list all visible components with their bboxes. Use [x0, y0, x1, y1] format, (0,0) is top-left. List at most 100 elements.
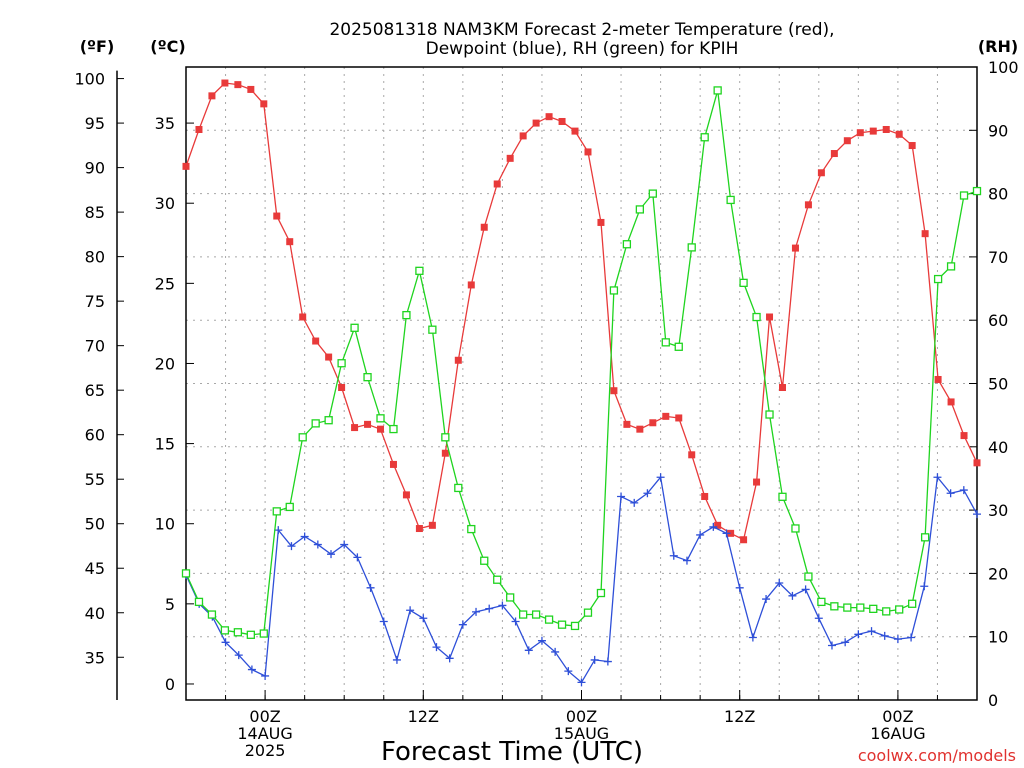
data-point-rh [376, 414, 385, 423]
data-point-dewpoint [551, 647, 560, 656]
data-point-2-meter-temperature [714, 521, 722, 529]
data-point-dewpoint [590, 655, 599, 664]
x-tick-label: 15AUG [554, 724, 609, 743]
data-point-dewpoint [854, 630, 863, 639]
data-point-rh [622, 240, 632, 249]
data-point-dewpoint [946, 489, 955, 498]
data-point-2-meter-temperature [804, 201, 812, 209]
data-point-dewpoint [841, 638, 850, 647]
data-point-dewpoint [959, 486, 968, 495]
data-point-dewpoint [643, 489, 652, 498]
data-point-rh [480, 556, 489, 565]
fahrenheit-tick-label: 35 [85, 648, 105, 667]
data-point-2-meter-temperature [766, 313, 774, 321]
data-point-dewpoint [709, 522, 718, 531]
fahrenheit-tick-label: 100 [74, 70, 105, 89]
data-point-dewpoint [366, 583, 375, 592]
data-point-2-meter-temperature [338, 384, 346, 392]
rh-tick-label: 60 [988, 311, 1008, 330]
data-point-2-meter-temperature [519, 132, 527, 140]
data-point-2-meter-temperature [830, 150, 838, 158]
data-point-2-meter-temperature [753, 478, 761, 486]
data-point-2-meter-temperature [675, 414, 683, 422]
data-point-2-meter-temperature [195, 125, 203, 133]
data-point-2-meter-temperature [377, 425, 385, 433]
data-point-dewpoint [300, 532, 309, 541]
data-point-2-meter-temperature [480, 223, 488, 231]
data-point-rh [506, 593, 515, 602]
fahrenheit-tick-label: 80 [85, 248, 105, 267]
data-point-2-meter-temperature [843, 137, 851, 145]
data-point-2-meter-temperature [856, 129, 864, 137]
data-point-rh [544, 615, 554, 624]
data-point-dewpoint [340, 540, 349, 549]
data-point-2-meter-temperature [960, 432, 968, 440]
data-point-2-meter-temperature [247, 85, 255, 93]
data-point-2-meter-temperature [532, 119, 540, 127]
data-point-2-meter-temperature [791, 244, 799, 252]
data-point-rh [946, 262, 956, 271]
y-axis-rh: 0 10 20 30 40 50 60 70 80 90 100 [969, 58, 1019, 710]
data-point-dewpoint [617, 492, 626, 501]
data-point-rh [674, 342, 683, 351]
data-point-dewpoint [353, 553, 362, 562]
data-point-rh [337, 359, 346, 368]
data-point-rh [272, 507, 281, 516]
data-point-rh [882, 607, 891, 616]
data-point-dewpoint [669, 551, 678, 560]
data-point-rh [583, 608, 593, 617]
data-point-rh [933, 274, 943, 284]
data-point-rh [557, 620, 567, 629]
data-point-rh [972, 186, 982, 196]
data-point-2-meter-temperature [454, 356, 462, 364]
data-point-2-meter-temperature [364, 420, 372, 428]
x-tick-label: 12Z [724, 707, 755, 726]
data-point-2-meter-temperature [415, 525, 423, 533]
data-point-2-meter-temperature [610, 387, 618, 395]
data-point-dewpoint [933, 473, 942, 482]
data-point-rh [493, 575, 502, 584]
data-point-2-meter-temperature [623, 420, 631, 428]
celsius-tick-label: 15 [155, 435, 175, 454]
data-point-2-meter-temperature [428, 521, 436, 529]
data-point-dewpoint [472, 607, 481, 616]
data-point-dewpoint [762, 595, 771, 604]
series-layer [181, 79, 982, 687]
data-point-2-meter-temperature [286, 238, 294, 246]
data-point-rh [635, 205, 645, 214]
data-point-rh [298, 433, 307, 442]
data-point-rh [531, 610, 541, 619]
data-point-2-meter-temperature [325, 353, 333, 361]
data-point-dewpoint [327, 550, 336, 559]
data-point-rh [467, 524, 476, 534]
data-point-dewpoint [775, 579, 784, 588]
data-point-rh [609, 286, 619, 295]
data-point-rh [233, 628, 243, 637]
rh-tick-label: 40 [988, 438, 1008, 457]
chart-title-line-1: 2025081318 NAM3KM Forecast 2-meter Tempe… [329, 20, 834, 40]
data-point-dewpoint [458, 620, 467, 629]
data-point-dewpoint [814, 614, 823, 623]
fahrenheit-tick-label: 50 [85, 515, 105, 534]
rh-tick-label: 50 [988, 375, 1008, 394]
data-point-2-meter-temperature [869, 127, 877, 135]
data-point-rh [518, 610, 528, 619]
data-point-2-meter-temperature [662, 412, 670, 420]
data-point-2-meter-temperature [701, 492, 709, 500]
data-point-rh [441, 433, 450, 442]
data-point-2-meter-temperature [273, 212, 281, 220]
data-point-dewpoint [392, 655, 401, 664]
data-point-2-meter-temperature [817, 169, 825, 177]
data-point-dewpoint [564, 667, 573, 676]
data-point-dewpoint [748, 633, 757, 642]
series-2-meter-temperature [182, 79, 981, 544]
data-point-dewpoint [313, 540, 322, 549]
celsius-tick-label: 30 [155, 194, 175, 213]
series-dewpoint [182, 473, 981, 687]
data-point-2-meter-temperature [597, 218, 605, 226]
data-point-rh [389, 424, 398, 434]
data-point-rh [428, 325, 437, 334]
rh-tick-label: 70 [988, 248, 1008, 267]
data-point-2-meter-temperature [688, 451, 696, 459]
